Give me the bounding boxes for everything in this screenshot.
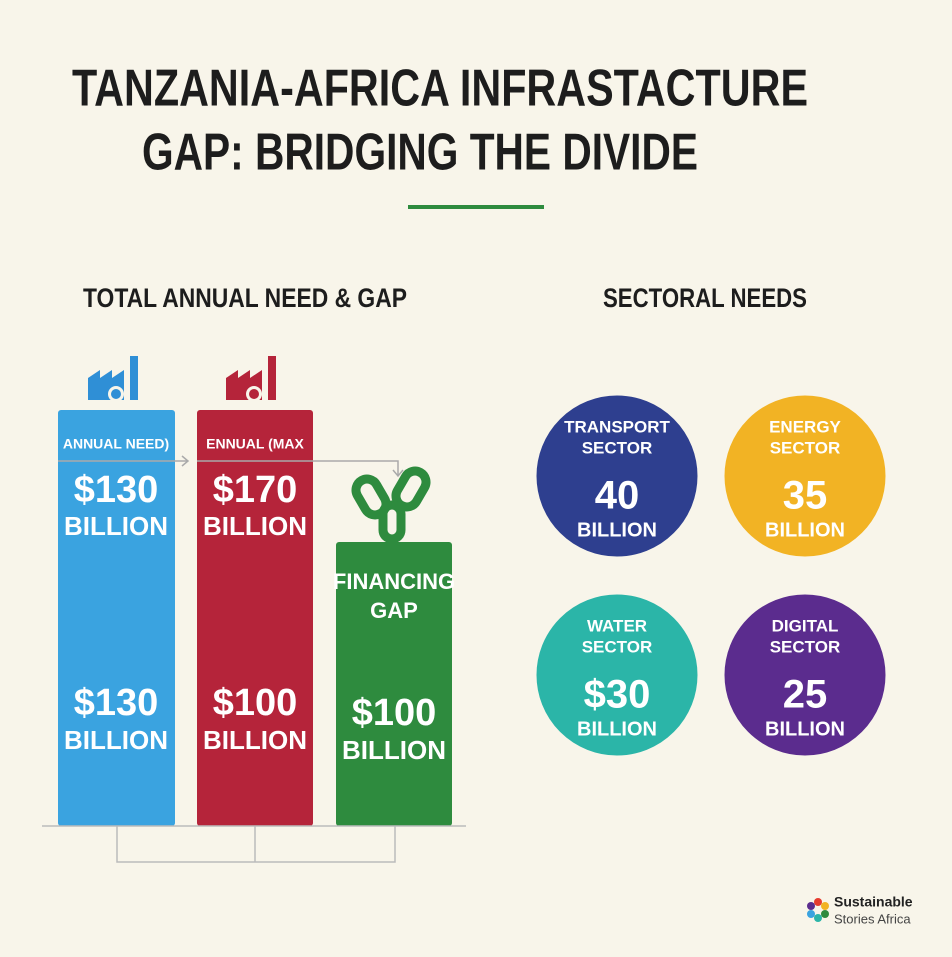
baseline-bracket [42, 825, 466, 863]
unit: BILLION [203, 725, 307, 755]
sector-circle [721, 591, 889, 759]
chain-icon [351, 466, 431, 544]
unit: BILLION [203, 511, 307, 541]
sector-amount: $30 [584, 673, 651, 717]
column-label: FINANCING [333, 569, 455, 594]
sector-unit: BILLION [577, 718, 657, 740]
sector-unit: BILLION [765, 718, 845, 740]
divider [408, 205, 544, 209]
amount: $130 [74, 469, 159, 511]
sector-name: SECTOR [582, 438, 653, 457]
sector-name: SECTOR [770, 637, 841, 656]
sector-name: TRANSPORT [564, 417, 670, 436]
sector-name: ENERGY [769, 417, 841, 436]
amount: $170 [213, 469, 298, 511]
sector-name: DIGITAL [772, 616, 839, 635]
sectors [533, 392, 889, 759]
factory-icon [88, 356, 138, 402]
sector-unit: BILLION [765, 519, 845, 541]
column [336, 542, 452, 826]
section-heading: TOTAL ANNUAL NEED & GAP [83, 283, 407, 313]
amount: $100 [352, 692, 437, 734]
column-label: ENNUAL (MAX [206, 436, 304, 452]
amount: $100 [213, 682, 298, 724]
sector-unit: BILLION [577, 519, 657, 541]
sector-amount: 25 [783, 673, 828, 717]
unit: BILLION [342, 735, 446, 765]
logo-text: Stories Africa [834, 911, 911, 926]
sector-name: SECTOR [582, 637, 653, 656]
sector-circle [533, 392, 701, 560]
sector-name: WATER [587, 616, 647, 635]
section-heading: SECTORAL NEEDS [603, 283, 807, 313]
unit: BILLION [64, 725, 168, 755]
sector-amount: 35 [783, 474, 828, 518]
amount: $130 [74, 682, 159, 724]
columns: ANNUAL NEED) $130 BILLION $130 BILLION E… [42, 356, 466, 863]
factory-icon [226, 356, 276, 402]
sector-circle [721, 392, 889, 560]
title-line: TANZANIA-AFRICA INFRASTACTURE [72, 60, 808, 118]
unit: BILLION [64, 511, 168, 541]
column [58, 410, 175, 826]
sector-amount: 40 [595, 474, 640, 518]
sector-circle [533, 591, 701, 759]
logo-text: Sustainable [834, 894, 913, 910]
column [197, 410, 313, 826]
logo: Sustainable Stories Africa [807, 894, 913, 926]
title-line: GAP: BRIDGING THE DIVIDE [142, 124, 698, 182]
column-label: GAP [370, 598, 418, 623]
sector-name: SECTOR [770, 438, 841, 457]
column-label: ANNUAL NEED) [63, 436, 169, 452]
arrow [58, 455, 404, 478]
